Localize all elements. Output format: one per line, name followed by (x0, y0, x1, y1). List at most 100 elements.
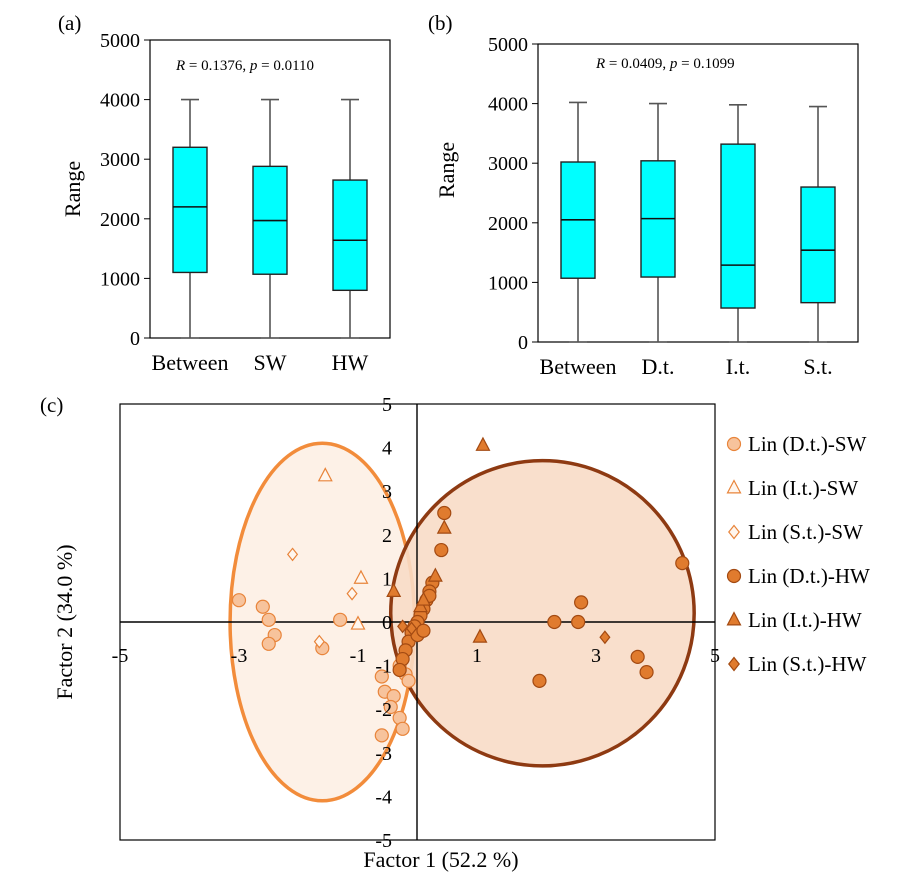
point-lin-d-t-sw (401, 673, 416, 688)
point-lin-s-t-hw (405, 621, 418, 636)
point-lin-i-t-hw (475, 436, 491, 451)
panel-c-y-tick-label: 4 (382, 438, 392, 460)
panel-b-plot-frame (537, 43, 859, 343)
b-y-tick-label: 1000 (488, 272, 528, 294)
panel-a-boxes (172, 98, 368, 339)
panel-c-legend: Lin (D.t.)-SW Lin (I.t.)-SW Lin (S.t.)-SW L… (726, 432, 870, 676)
point-lin-s-t-sw (286, 547, 299, 562)
point-lin-i-t-sw (350, 615, 366, 630)
a-category-label: SW (254, 350, 287, 375)
point-lin-i-t-hw (427, 567, 443, 582)
panel-c-y-tick-label: -4 (375, 786, 392, 808)
panel-a-stat-annotation: R = 0.1376, p = 0.0110 (175, 58, 314, 74)
panel-c-points (231, 436, 690, 743)
legend-label-lin-i-t-hw: Lin (I.t.)-HW (748, 608, 862, 632)
panel-c-x-axis-title: Factor 1 (52.2 %) (363, 847, 518, 872)
point-lin-s-t-sw (313, 634, 325, 649)
panel-c-x-tick-label: -3 (231, 645, 248, 667)
panel-b-y-ticks: 0 1000 2000 3000 4000 5000 (488, 34, 538, 354)
b-y-tick-label: 2000 (488, 213, 528, 235)
panel-c-y-tick-label: -2 (375, 699, 392, 721)
point-lin-i-t-hw (436, 519, 452, 534)
point-lin-s-t-hw (397, 619, 409, 634)
panel-a-category-labels: Between SW HW (152, 350, 369, 375)
panel-c-y-ticks: 5 4 3 2 1 0 -1 -2 -3 -4 -5 (375, 394, 392, 852)
b-y-tick-label: 4000 (488, 94, 528, 116)
legend-marker-lin-i-t-hw (726, 611, 742, 626)
b-box-i-t (720, 143, 756, 309)
a-y-tick-label: 4000 (100, 90, 140, 112)
panel-a-y-axis-title: Range (60, 161, 85, 217)
point-lin-i-t-sw (317, 467, 333, 482)
point-lin-d-t-hw (630, 649, 645, 664)
panel-a-y-ticks: 0 1000 2000 3000 4000 5000 (100, 30, 150, 350)
b-category-label: I.t. (726, 354, 750, 379)
a-y-tick-label: 0 (130, 328, 140, 350)
point-lin-s-t-sw (346, 586, 358, 601)
panel-b-p-label: p (669, 56, 678, 72)
panel-b-boxes (560, 101, 836, 343)
point-lin-s-t-hw (599, 630, 611, 645)
panel-c-x-tick-label: 5 (710, 645, 720, 667)
point-lin-d-t-hw (675, 556, 690, 571)
panel-b-p-value: = 0.1099 (677, 56, 734, 72)
panel-c-x-ticks: -5 -3 -1 1 3 5 (112, 645, 720, 667)
a-box-between (172, 146, 208, 274)
panel-a-r-label: R (175, 58, 185, 74)
panel-c-x-tick-label: 3 (591, 645, 601, 667)
panel-c-x-tick-label: 1 (472, 645, 482, 667)
panel-c-y-tick-label: -3 (375, 743, 392, 765)
panel-c: (c) -5 -3 -1 1 3 5 5 4 3 2 1 0 -1 -2 -3 -4 -5 Factor 1 … (40, 393, 870, 872)
panel-b-r-label: R (595, 56, 605, 72)
point-lin-d-t-hw (532, 673, 547, 688)
point-lin-i-t-hw (472, 628, 488, 643)
point-lin-d-t-sw (333, 612, 348, 627)
panel-b-stat-annotation: R = 0.0409, p = 0.1099 (595, 56, 735, 72)
panel-c-x-tick-label: -1 (350, 645, 367, 667)
panel-b-y-axis-title: Range (434, 142, 459, 198)
legend-label-lin-d-t-sw: Lin (D.t.)-SW (748, 432, 867, 456)
a-category-label: HW (332, 350, 369, 375)
b-y-tick-label: 0 (518, 332, 528, 354)
a-y-tick-label: 5000 (100, 30, 140, 52)
legend-marker-lin-d-t-sw (726, 436, 742, 452)
point-lin-i-t-hw (386, 582, 402, 597)
panel-c-y-tick-label: -1 (375, 656, 392, 678)
b-y-tick-label: 3000 (488, 153, 528, 175)
point-lin-d-t-sw (261, 612, 276, 627)
panel-a-p-label: p (249, 58, 258, 74)
point-lin-d-t-sw (374, 728, 389, 743)
point-lin-d-t-sw (383, 699, 398, 715)
point-lin-d-t-sw (231, 593, 247, 608)
panel-c-y-tick-label: -5 (375, 830, 392, 852)
panel-c-y-tick-label: 1 (382, 568, 392, 590)
point-lin-d-t-hw (571, 614, 586, 630)
panel-b-label: (b) (428, 11, 453, 35)
ellipse-hw (388, 458, 696, 768)
b-category-label: D.t. (642, 354, 675, 379)
a-y-tick-label: 1000 (100, 268, 140, 290)
point-lin-d-t-sw (395, 721, 410, 736)
panel-a-label: (a) (58, 11, 81, 35)
b-category-label: Between (540, 354, 617, 379)
a-category-label: Between (152, 350, 229, 375)
panel-a-p-value: = 0.0110 (257, 58, 314, 74)
panel-c-label: (c) (40, 393, 63, 417)
b-category-label: S.t. (803, 354, 832, 379)
panel-c-y-axis-title: Factor 2 (34.0 %) (52, 544, 77, 699)
panel-c-y-tick-label: 2 (382, 525, 392, 547)
b-y-tick-label: 5000 (488, 34, 528, 56)
legend-marker-lin-s-t-hw (728, 656, 740, 672)
legend-marker-lin-i-t-sw (726, 479, 742, 494)
point-lin-d-t-hw (574, 595, 589, 610)
panel-b-category-labels: Between D.t. I.t. S.t. (540, 354, 833, 379)
b-box-s-t (800, 186, 836, 304)
panel-a: (a) 0 1000 2000 3000 4000 5000 Between SW HW Ra… (58, 11, 391, 375)
point-lin-d-t-hw (437, 505, 452, 521)
point-lin-d-t-sw (261, 636, 276, 651)
point-lin-i-t-hw (415, 591, 431, 606)
legend-marker-lin-s-t-sw (728, 524, 740, 540)
point-lin-d-t-hw (639, 665, 654, 680)
panel-c-y-tick-label: 5 (382, 394, 392, 416)
